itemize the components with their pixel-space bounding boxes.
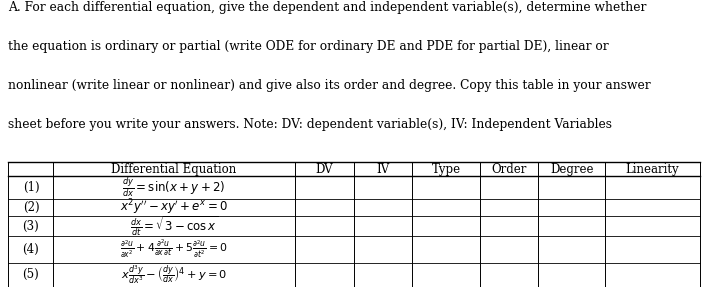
Text: IV: IV [377,163,389,176]
Text: Linearity: Linearity [626,163,679,176]
Text: Degree: Degree [550,163,594,176]
Text: Order: Order [491,163,527,176]
Text: (4): (4) [23,243,40,256]
Text: $\frac{dy}{dx} = \sin(x+y+2)$: $\frac{dy}{dx} = \sin(x+y+2)$ [122,176,226,199]
Text: (2): (2) [23,201,40,214]
Text: nonlinear (write linear or nonlinear) and give also its order and degree. Copy t: nonlinear (write linear or nonlinear) an… [8,79,651,92]
Text: (1): (1) [23,181,40,194]
Text: Differential Equation: Differential Equation [111,163,236,176]
Text: A. For each differential equation, give the dependent and independent variable(s: A. For each differential equation, give … [8,1,647,14]
Text: (3): (3) [23,220,40,232]
Text: $\frac{dx}{dt} = \sqrt{3 - \cos x}$: $\frac{dx}{dt} = \sqrt{3 - \cos x}$ [130,214,218,238]
Text: DV: DV [315,163,333,176]
Text: Type: Type [431,163,461,176]
Text: $x^2y'' - xy' + e^x = 0$: $x^2y'' - xy' + e^x = 0$ [120,197,228,217]
Text: $\frac{\partial^2 u}{\partial x^2} + 4\frac{\partial^2 u}{\partial x\,\partial t: $\frac{\partial^2 u}{\partial x^2} + 4\f… [120,239,228,260]
Text: (5): (5) [23,268,40,281]
Text: $x\frac{d^3y}{dx^3} - \left(\frac{dy}{dx}\right)^4 + y = 0$: $x\frac{d^3y}{dx^3} - \left(\frac{dy}{dx… [121,263,227,286]
Text: the equation is ordinary or partial (write ODE for ordinary DE and PDE for parti: the equation is ordinary or partial (wri… [8,40,609,53]
Text: sheet before you write your answers. Note: DV: dependent variable(s), IV: Indepe: sheet before you write your answers. Not… [8,118,612,131]
